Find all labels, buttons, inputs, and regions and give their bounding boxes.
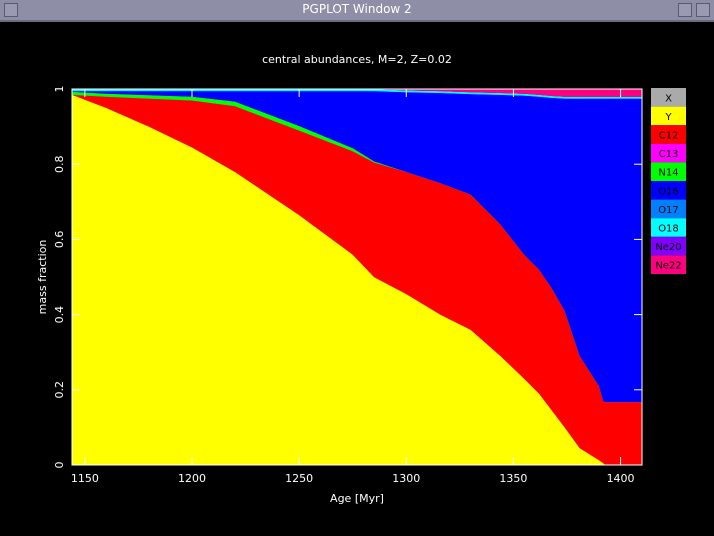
legend-label: N14	[658, 168, 678, 179]
minimize-button[interactable]	[678, 3, 692, 17]
x-tick-label: 1150	[71, 472, 99, 485]
legend-label: O17	[658, 205, 679, 216]
legend-swatch	[651, 236, 686, 256]
legend-swatch	[651, 181, 686, 200]
y-tick-label: 0	[53, 462, 66, 469]
x-tick-label: 1350	[499, 472, 527, 485]
x-tick-label: 1400	[607, 472, 635, 485]
legend-swatch	[651, 218, 686, 237]
x-axis-label: Age [Myr]	[330, 492, 384, 505]
legend-swatch	[651, 88, 686, 107]
x-tick-label: 1300	[392, 472, 420, 485]
chart-title: central abundances, M=2, Z=0.02	[262, 53, 452, 66]
maximize-button[interactable]	[696, 3, 710, 17]
chart: central abundances, M=2, Z=0.02 Age [Myr…	[36, 53, 686, 505]
legend-swatch	[651, 125, 686, 144]
plot-frame	[71, 88, 643, 466]
y-tick-label: 0.4	[53, 306, 66, 324]
legend-swatch	[651, 106, 686, 126]
legend-label: O18	[658, 224, 679, 235]
y-axis-label: mass fraction	[36, 240, 49, 315]
window-title: PGPLOT Window 2	[302, 2, 412, 16]
title-bar: PGPLOT Window 2	[0, 0, 714, 22]
y-tick-label: 0.8	[53, 155, 66, 173]
legend-label: Y	[664, 112, 672, 123]
x-tick-label: 1200	[178, 472, 206, 485]
legend-label: C13	[659, 149, 679, 160]
legend-swatch	[651, 199, 686, 219]
legend-label: Ne22	[655, 261, 681, 272]
x-tick-label: 1250	[285, 472, 313, 485]
menu-button[interactable]	[4, 3, 18, 17]
y-tick-label: 1	[53, 86, 66, 93]
y-tick-label: 0.6	[53, 231, 66, 249]
legend-label: Ne20	[655, 242, 681, 253]
y-tick-label: 0.2	[53, 381, 66, 399]
legend-swatch	[651, 143, 686, 163]
legend-label: C12	[659, 131, 679, 142]
legend-swatch	[651, 255, 686, 274]
legend-label: O16	[658, 186, 679, 197]
legend-swatch	[651, 162, 686, 181]
legend-label: X	[665, 93, 672, 104]
